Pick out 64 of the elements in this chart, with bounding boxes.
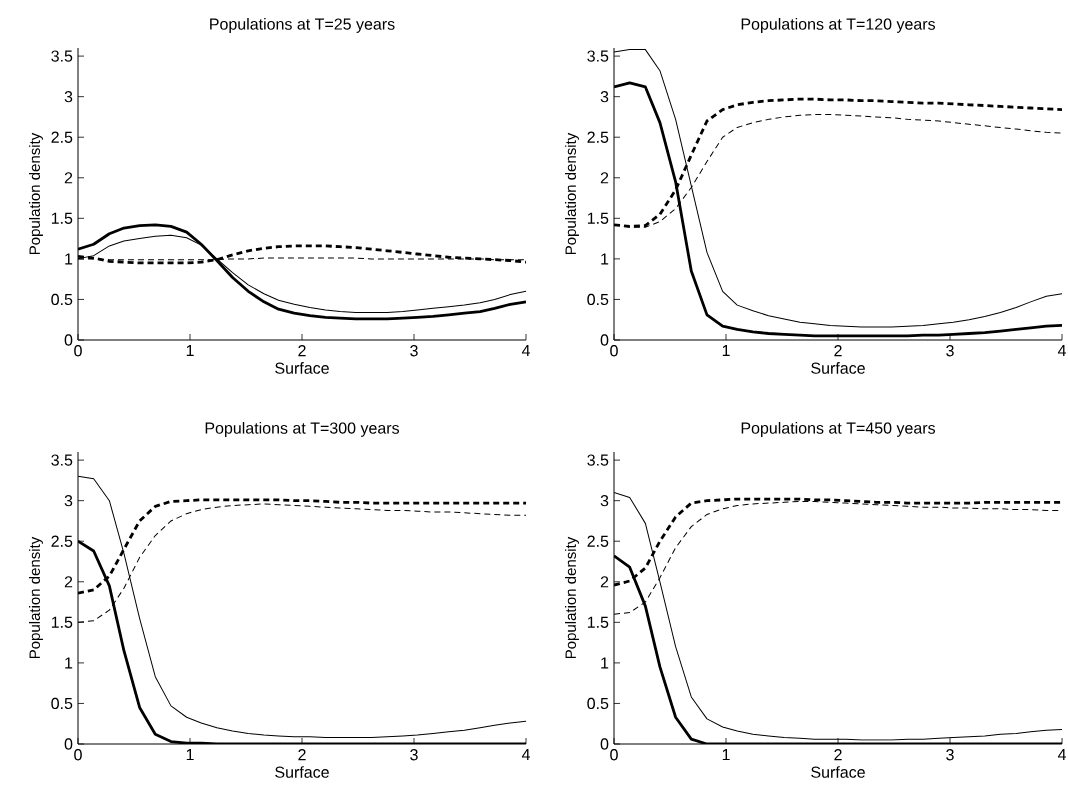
x-tick-label: 2 [834,345,842,357]
y-tick-label: 0.5 [587,293,609,306]
x-tick-label: 0 [610,345,618,357]
y-tick-label: 1 [601,253,609,265]
x-tick-label: 0 [74,345,82,357]
y-tick-label: 0 [600,334,609,346]
y-tick-label: 2 [64,172,73,184]
y-tick-label: 1 [65,657,73,669]
chart-title: Populations at T=25 years [210,18,395,33]
x-tick-label: 2 [298,345,306,357]
x-tick-label: 4 [1057,749,1067,761]
y-tick-label: 2 [600,576,609,588]
y-tick-label: 0 [64,334,73,346]
x-axis-title: Surface [275,766,329,778]
x-tick-label: 4 [521,345,530,357]
y-tick-label: 3.5 [587,454,609,466]
x-axis-title: Surface [275,362,329,374]
y-tick-label: 3 [64,91,73,103]
y-tick-label: 2.5 [51,535,73,547]
y-tick-label: 3 [600,91,609,103]
x-tick-label: 2 [834,749,842,761]
x-tick-label: 1 [186,345,194,357]
x-tick-label: 1 [722,749,730,761]
y-tick-label: 3 [64,495,73,507]
x-tick-label: 3 [410,749,418,761]
x-tick-label: 3 [946,345,954,357]
x-axis-title: Surface [811,766,865,778]
x-tick-label: 3 [946,749,954,761]
y-tick-label: 3.5 [51,50,73,62]
y-tick-label: 0.5 [587,697,609,710]
x-tick-label: 4 [521,749,530,761]
y-tick-label: 1.5 [587,616,609,628]
y-axis-title: Population density [565,132,579,255]
x-tick-label: 1 [186,749,194,761]
y-tick-label: 2.5 [51,131,73,143]
x-tick-label: 3 [410,345,418,357]
x-tick-label: 0 [610,749,618,761]
chart-title: Populations at T=300 years [205,422,400,437]
x-axis-title: Surface [811,362,865,374]
y-tick-label: 2 [64,576,73,588]
y-tick-label: 2 [600,172,609,184]
x-tick-label: 2 [298,749,306,761]
y-axis-title: Population density [565,536,579,659]
x-tick-label: 4 [1057,345,1067,357]
y-tick-label: 2.5 [587,535,609,547]
y-tick-label: 1.5 [51,616,73,628]
y-tick-label: 0.5 [51,697,73,710]
y-tick-label: 0 [64,738,73,750]
y-tick-label: 0.5 [51,293,73,306]
y-axis-title: Population density [29,536,43,659]
y-tick-label: 3 [600,495,609,507]
y-tick-label: 3.5 [51,454,73,466]
y-tick-label: 1.5 [587,212,609,224]
y-tick-label: 3.5 [587,50,609,62]
y-axis-title: Population density [29,132,43,255]
y-tick-label: 1.5 [51,212,73,224]
x-tick-label: 1 [722,345,730,357]
y-tick-label: 1 [65,253,73,265]
x-tick-label: 0 [74,749,82,761]
y-tick-label: 2.5 [587,131,609,143]
y-tick-label: 1 [601,657,609,669]
chart-title: Populations at T=450 years [741,422,936,437]
y-tick-label: 0 [600,738,609,750]
chart-title: Populations at T=120 years [741,18,936,33]
